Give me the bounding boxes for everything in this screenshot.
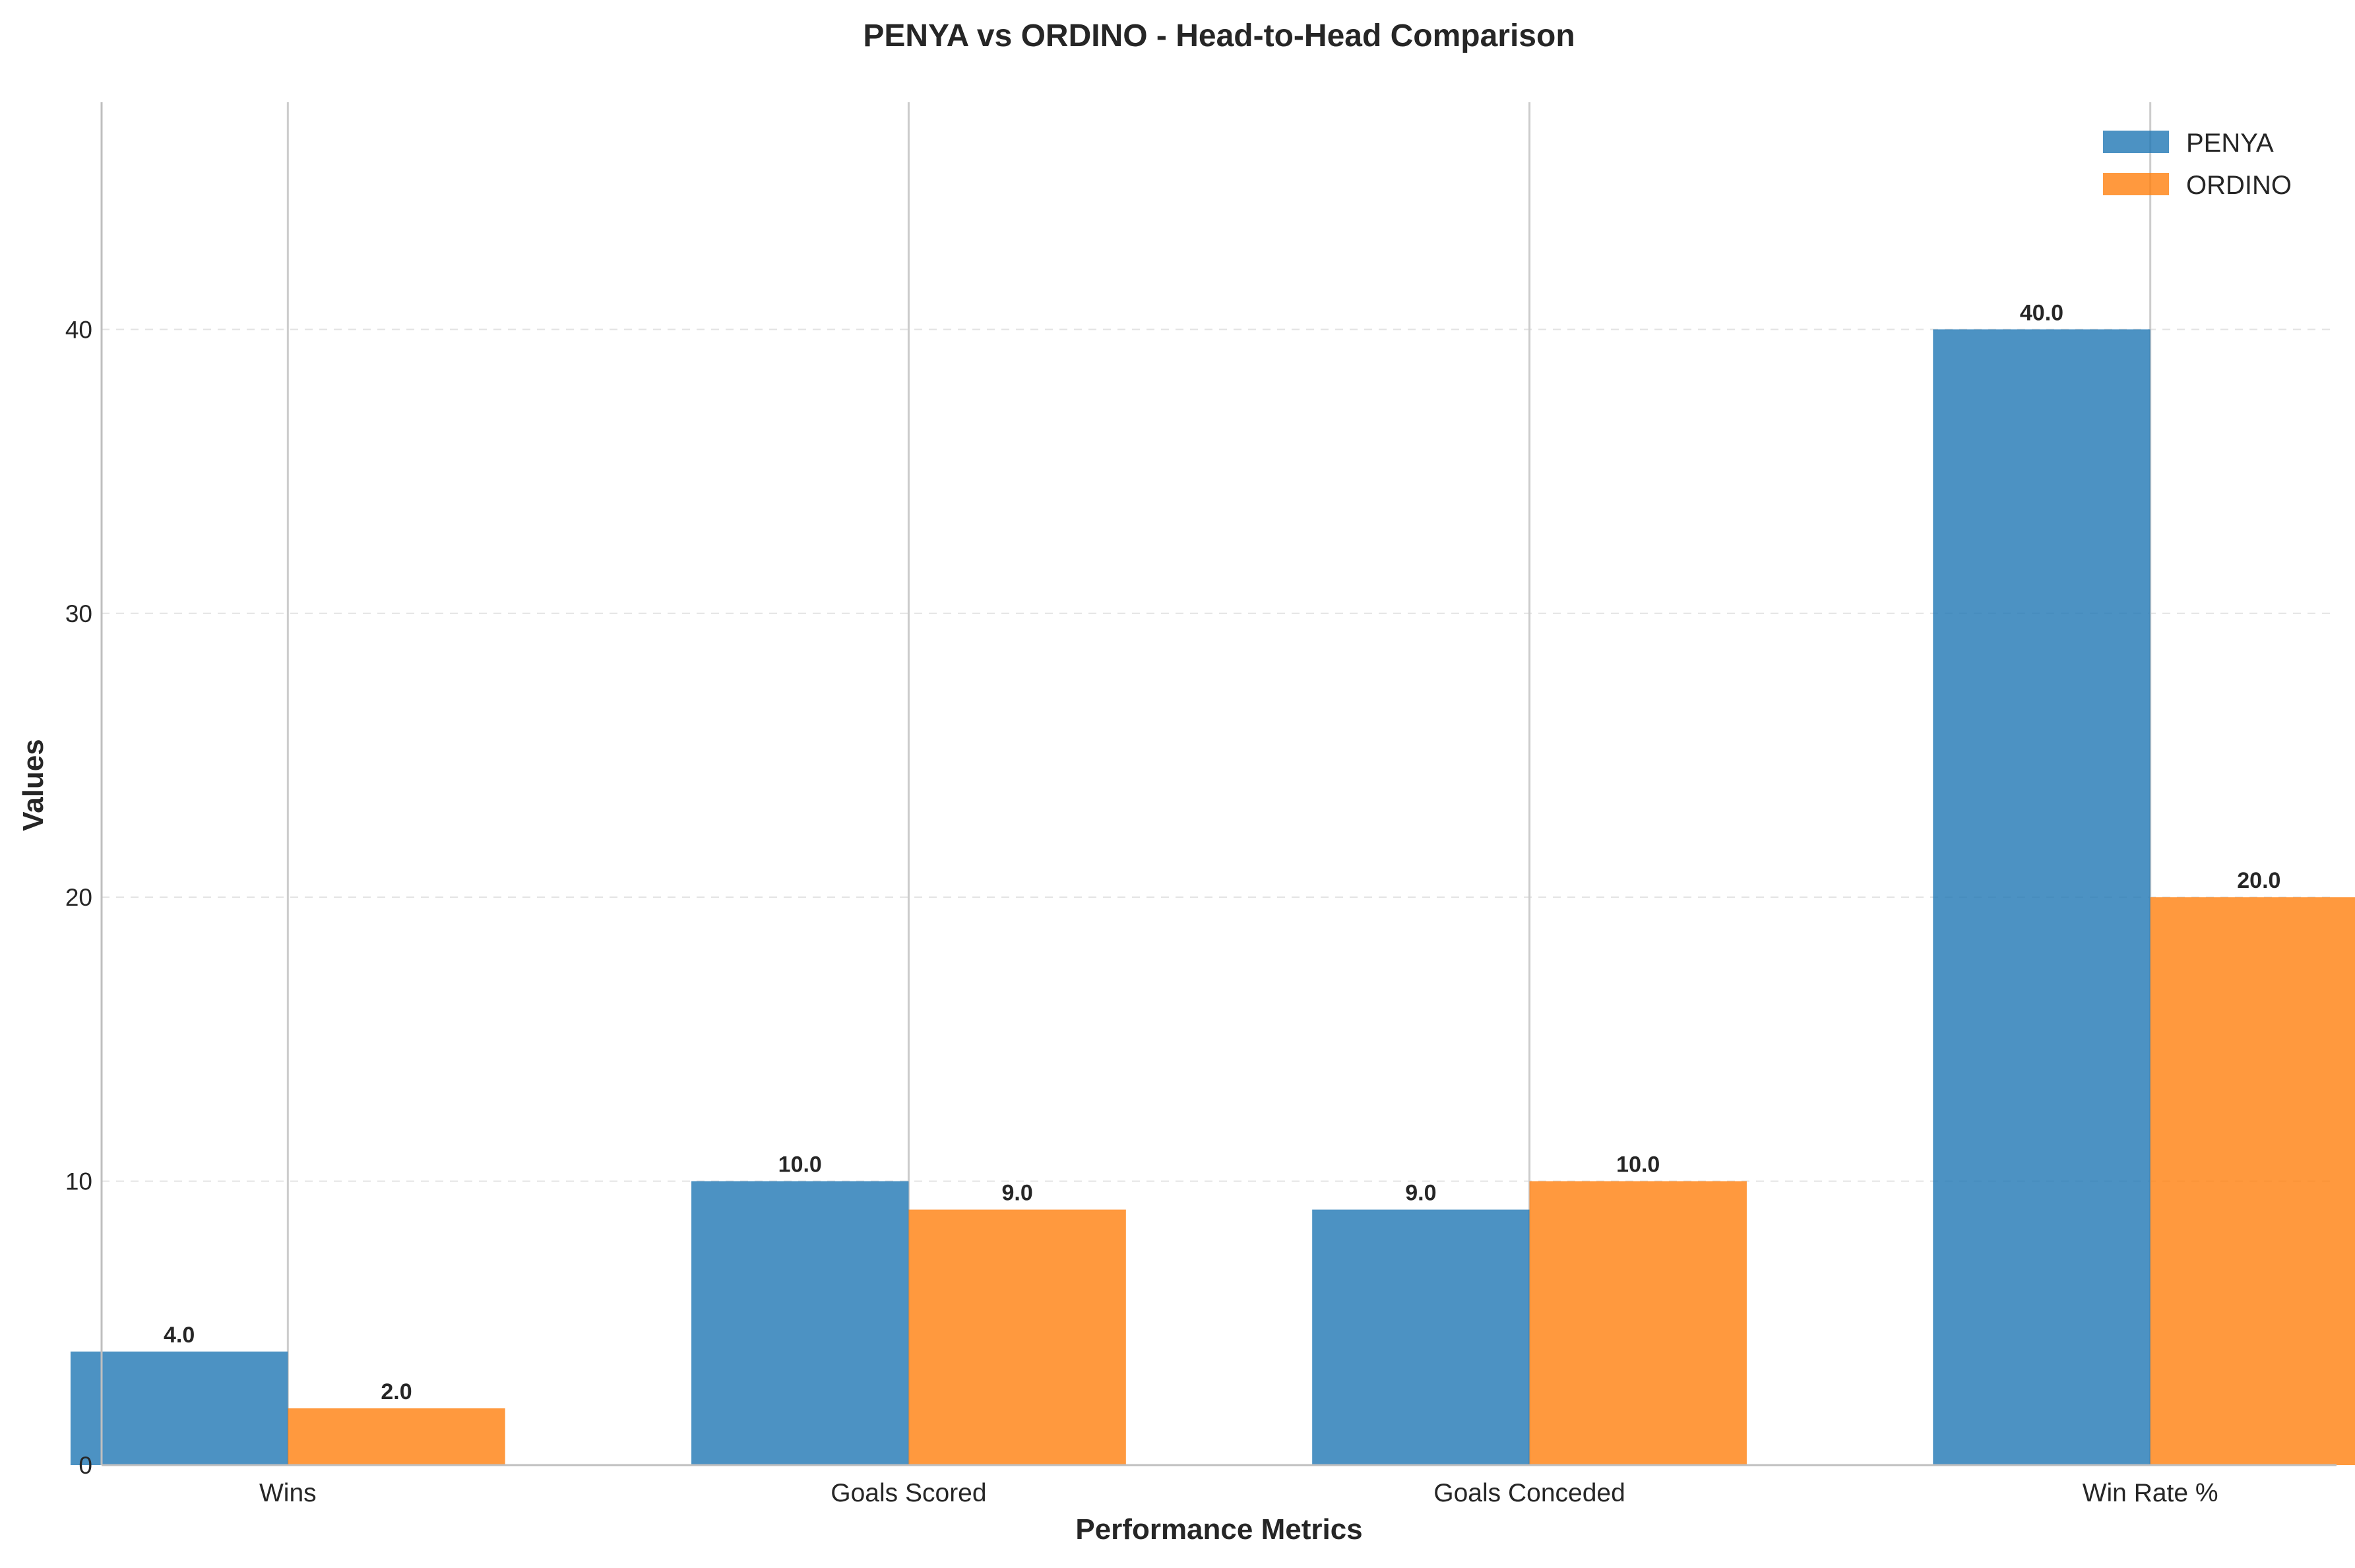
bar-ordino-goals-conceded [1529,1181,1747,1465]
labels-layer: 4.0 10.0 9.0 40.0 2.0 9.0 10.0 20.0 0 10 20 30 40 Win… [65,300,2281,1507]
x-tick-label: Goals Scored [831,1479,986,1507]
x-tick-label: Win Rate % [2083,1479,2218,1507]
bars-layer [70,329,2355,1465]
x-tick-label: Wins [259,1479,317,1507]
bar-ordino-win-rate- [2150,897,2355,1465]
bar-value-label: 9.0 [1405,1181,1436,1206]
legend-label-penya: PENYA [2186,129,2274,158]
bar-value-label: 9.0 [1002,1181,1033,1206]
chart-title: PENYA vs ORDINO - Head-to-Head Compariso… [863,18,1575,53]
bar-penya-win-rate- [1933,329,2151,1465]
bar-value-label: 2.0 [381,1379,412,1404]
legend-swatch-penya [2103,131,2169,153]
bar-value-label: 40.0 [2020,300,2063,325]
y-tick-label: 10 [65,1168,92,1195]
y-tick-label: 30 [65,600,92,627]
bar-value-label: 4.0 [164,1323,195,1348]
x-tick-label: Goals Conceded [1433,1479,1625,1507]
x-axis-title: Performance Metrics [1075,1513,1362,1546]
legend-label-ordino: ORDINO [2186,171,2292,200]
legend: PENYA ORDINO [2103,129,2292,200]
legend-swatch-ordino [2103,173,2169,195]
bar-penya-wins [70,1351,288,1465]
bar-value-label: 10.0 [778,1152,822,1177]
bar-penya-goals-scored [691,1181,909,1465]
bar-value-label: 20.0 [2237,868,2280,893]
y-tick-label: 40 [65,316,92,343]
y-tick-label: 0 [78,1452,92,1479]
bar-penya-goals-conceded [1312,1209,1530,1465]
bar-ordino-goals-scored [908,1209,1126,1465]
y-axis-title: Values [17,739,49,831]
axes-layer [100,102,2337,1466]
bar-ordino-wins [288,1408,505,1465]
y-tick-label: 20 [65,884,92,911]
bar-value-label: 10.0 [1616,1152,1660,1177]
